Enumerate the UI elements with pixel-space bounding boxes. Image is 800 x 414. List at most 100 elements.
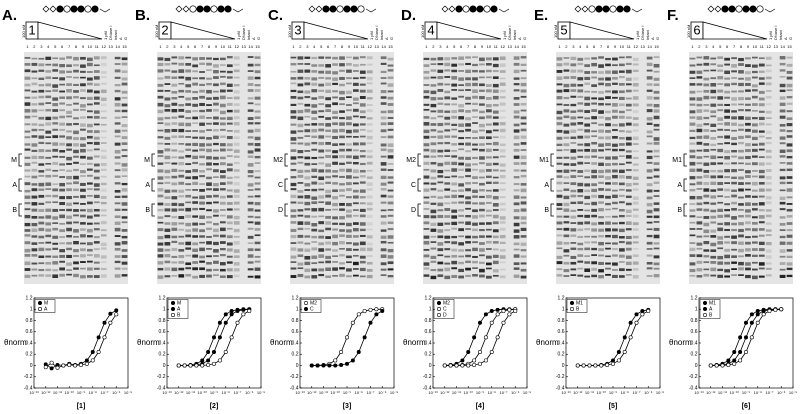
gel-band <box>388 69 394 71</box>
gel-band <box>206 168 212 170</box>
gel-band <box>514 143 520 145</box>
gel-band <box>192 208 198 210</box>
gel-band <box>521 110 527 112</box>
gel-band <box>73 181 79 184</box>
gel-band <box>633 150 639 152</box>
gel-band <box>591 77 597 79</box>
gel-band <box>80 57 86 60</box>
gel-band <box>584 170 590 172</box>
gel-band <box>570 149 576 153</box>
gel-band <box>255 77 261 79</box>
gel-band <box>738 78 744 80</box>
gel-band <box>381 162 387 166</box>
gel-band <box>165 267 171 270</box>
gel-band <box>626 176 632 179</box>
gel-band <box>605 77 611 80</box>
gel-band <box>332 209 338 211</box>
data-point <box>514 309 517 312</box>
gel-band <box>332 170 338 173</box>
gel-band <box>472 229 478 232</box>
gel-band <box>731 97 737 101</box>
gel-band <box>458 249 464 251</box>
gel-band <box>158 243 164 246</box>
gel-band <box>697 216 703 218</box>
gel-band <box>444 63 450 66</box>
data-point <box>68 363 71 366</box>
gel-band <box>564 143 570 146</box>
gel-band <box>759 57 765 59</box>
gel-band <box>472 70 478 72</box>
gel-band <box>444 215 450 218</box>
gel-band <box>598 124 604 126</box>
gel-band <box>703 202 709 204</box>
gel-band <box>248 221 254 223</box>
gel-band <box>171 129 177 132</box>
gel-band <box>199 196 205 200</box>
icon-tail <box>100 9 110 12</box>
gel-band <box>234 97 240 100</box>
gel-band <box>234 122 240 125</box>
gel-band <box>318 77 324 79</box>
lane-number: 7 <box>201 44 204 49</box>
gel-band <box>87 136 93 139</box>
gel-band <box>633 70 639 72</box>
icon-diamond <box>176 6 182 12</box>
gel-band <box>564 228 570 231</box>
data-point <box>103 321 106 324</box>
gel-band <box>745 64 751 67</box>
gel-band <box>52 129 58 131</box>
gel-band <box>311 77 317 80</box>
data-point <box>756 313 759 316</box>
gel-band <box>101 221 107 224</box>
gel-band <box>298 267 304 269</box>
gel-band <box>598 175 604 178</box>
gel-band <box>101 215 107 217</box>
gel-band <box>514 229 520 232</box>
lane-number: 15 <box>255 44 260 49</box>
gel-band <box>227 155 233 157</box>
gel-band <box>500 78 506 80</box>
gel-band <box>437 254 443 256</box>
gel-band <box>780 176 786 179</box>
gel-band <box>738 116 744 119</box>
gel-band <box>227 222 233 225</box>
gel-band <box>255 148 261 151</box>
gel-band <box>227 149 233 151</box>
gel-band <box>381 176 387 179</box>
gel-band <box>500 70 506 73</box>
data-point <box>490 350 493 353</box>
gel-band <box>493 136 499 138</box>
gel-band <box>381 122 387 125</box>
gel-band <box>298 202 304 204</box>
data-point <box>242 308 245 311</box>
gel-band <box>332 122 338 125</box>
data-point <box>733 362 736 365</box>
gel-band <box>584 149 590 152</box>
gel-band <box>178 123 184 127</box>
gel-band <box>717 123 723 125</box>
gel-band <box>52 97 58 100</box>
gel-band <box>451 103 457 105</box>
gel-band <box>32 162 38 164</box>
gel-band <box>298 70 304 73</box>
gel-band <box>353 195 359 198</box>
gel-band <box>325 97 331 100</box>
gel-band <box>185 242 191 246</box>
x-tick-label: 10⁻¹³ <box>162 390 172 395</box>
data-point <box>316 364 319 367</box>
gel-band <box>25 196 31 199</box>
gel-band <box>500 163 506 166</box>
data-point <box>109 321 112 324</box>
gel-band <box>479 124 485 127</box>
site-label: D <box>278 207 283 214</box>
gel-band <box>311 129 317 132</box>
gel-band <box>171 84 177 87</box>
gel-band <box>318 236 324 239</box>
lane-number: 10 <box>221 44 226 49</box>
gel-band <box>564 216 570 218</box>
gel-band <box>479 235 485 238</box>
gel-band <box>192 228 198 231</box>
gel-band <box>38 156 44 159</box>
gel-band <box>570 157 576 160</box>
